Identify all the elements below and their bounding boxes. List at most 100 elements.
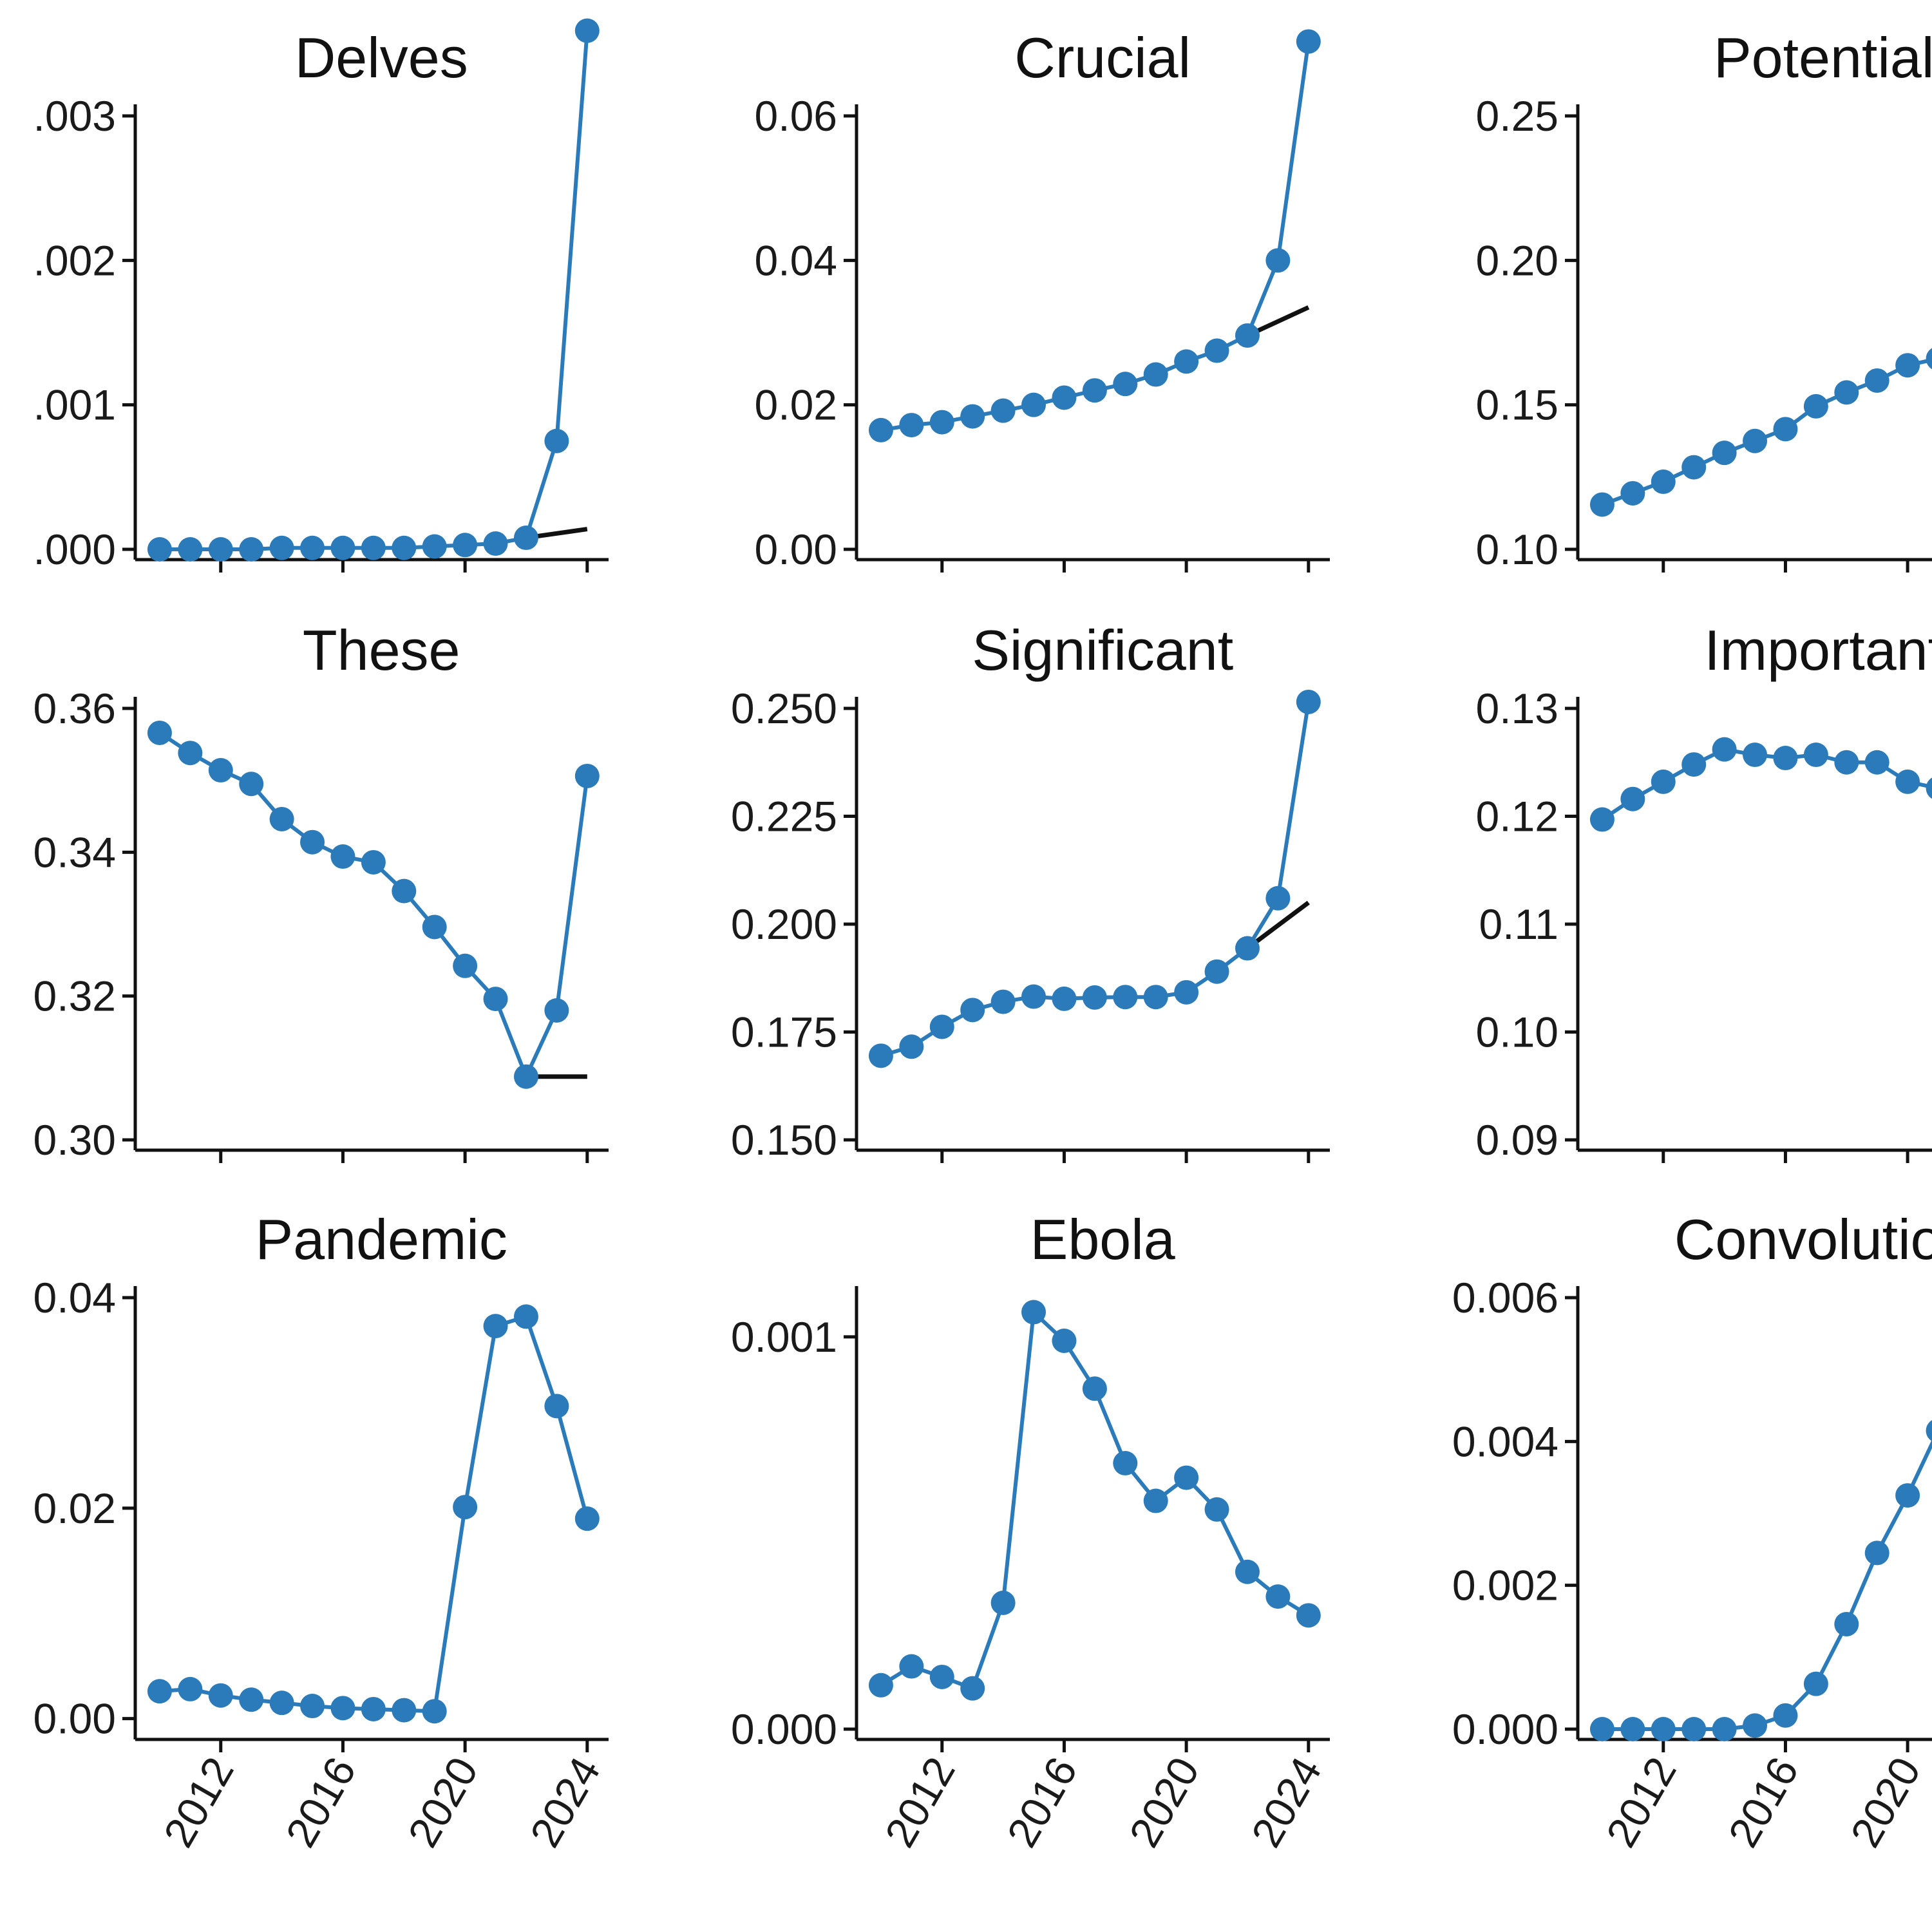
- data-point: [1651, 1717, 1676, 1741]
- data-point: [178, 537, 203, 562]
- y-tick-label: 0.30: [33, 1116, 116, 1164]
- subplot-title: Crucial: [1014, 26, 1191, 90]
- y-tick-label: 0.02: [33, 1484, 116, 1532]
- data-point: [1681, 455, 1707, 480]
- data-point: [239, 1687, 264, 1712]
- data-point: [1681, 1717, 1707, 1741]
- data-point: [990, 989, 1016, 1014]
- y-tick-label: 0.002: [1452, 1562, 1558, 1609]
- y-tick-label: 0.09: [1476, 1116, 1558, 1164]
- data-point: [1864, 368, 1889, 393]
- data-point: [1743, 428, 1768, 453]
- x-tick-label: 2016: [276, 1749, 365, 1855]
- data-point: [422, 1699, 447, 1724]
- data-point: [574, 763, 600, 788]
- data-point: [513, 1064, 538, 1089]
- data-point: [929, 410, 954, 435]
- data-point: [453, 953, 478, 978]
- data-point: [960, 404, 985, 429]
- data-point: [178, 741, 203, 766]
- data-point: [392, 878, 417, 904]
- trend-line: [1245, 900, 1310, 951]
- data-point: [1204, 1497, 1229, 1522]
- data-point: [1143, 362, 1168, 387]
- data-point: [330, 535, 355, 560]
- data-point: [1681, 752, 1707, 777]
- data-point: [1864, 750, 1889, 775]
- y-tick-label: 0.04: [33, 1274, 116, 1321]
- data-point: [1143, 985, 1168, 1010]
- y-tick-label: 0.20: [1476, 236, 1558, 284]
- data-point: [1895, 1483, 1920, 1508]
- subplot-important: Important 0.09 0.10 0.11 0.12 0.13: [1476, 618, 1932, 1164]
- data-point: [1864, 1540, 1889, 1566]
- data-point: [1174, 980, 1199, 1005]
- data-point: [868, 1043, 893, 1068]
- y-tick-label: 0.00: [33, 1695, 116, 1743]
- subplot-title: Significant: [972, 618, 1233, 682]
- data-point: [1773, 1703, 1798, 1728]
- y-tick-label: 0.225: [731, 793, 837, 840]
- data-point: [1743, 1713, 1768, 1738]
- subplot-title: Ebola: [1030, 1208, 1175, 1271]
- data-point: [1113, 985, 1138, 1010]
- data-point: [1589, 807, 1615, 832]
- data-point: [1895, 769, 1920, 794]
- data-point: [1712, 1717, 1737, 1741]
- y-tick-label: 0.175: [731, 1009, 837, 1056]
- data-point: [574, 18, 600, 43]
- data-point: [1082, 985, 1107, 1010]
- subplot-title: Important: [1704, 618, 1932, 682]
- y-tick-label: 0.10: [1476, 526, 1558, 573]
- data-point: [513, 526, 538, 551]
- y-tick-label: 0.25: [1476, 92, 1558, 140]
- data-point: [1021, 1300, 1046, 1325]
- data-point: [1926, 777, 1932, 799]
- data-point: [1834, 750, 1859, 775]
- x-tick-label: 2012: [154, 1749, 242, 1855]
- data-point: [1265, 886, 1291, 911]
- y-tick-label: 0.000: [1452, 1705, 1558, 1753]
- series-line: [157, 730, 589, 1079]
- x-tick-label: 2016: [998, 1749, 1086, 1855]
- data-point: [1834, 1611, 1859, 1636]
- data-point: [1589, 1717, 1615, 1741]
- subplot-title: Potential: [1714, 26, 1932, 90]
- data-point: [960, 1676, 985, 1701]
- data-point: [1651, 769, 1676, 794]
- data-point: [483, 531, 508, 556]
- y-tick-label: 0.004: [1452, 1417, 1558, 1465]
- subplot-these: These 0.30 0.32 0.34 0.36: [33, 618, 609, 1164]
- data-point: [300, 829, 325, 855]
- data-point: [1235, 1559, 1260, 1584]
- data-point: [544, 998, 569, 1023]
- data-point: [574, 1506, 600, 1531]
- data-point: [1235, 323, 1260, 348]
- data-point: [147, 1679, 172, 1704]
- data-point: [330, 844, 355, 869]
- y-tick-label: 0.200: [731, 900, 837, 948]
- data-point: [899, 1034, 924, 1059]
- series-line: [878, 39, 1311, 432]
- y-tick-label: 0.13: [1476, 685, 1558, 732]
- data-point: [269, 535, 294, 560]
- data-point: [1021, 984, 1046, 1009]
- subplot-ebola: Ebola 0.000 0.001 2012 2016 2020 2024: [731, 1208, 1331, 1855]
- data-point: [1265, 1584, 1291, 1609]
- x-tick-label: 2020: [1120, 1749, 1209, 1855]
- x-tick-label: 2012: [875, 1749, 964, 1855]
- data-point: [929, 1664, 954, 1689]
- series-line: [1600, 1439, 1932, 1731]
- data-point: [1052, 385, 1077, 410]
- y-tick-label: 0.06: [755, 92, 837, 140]
- data-point: [929, 1014, 954, 1039]
- data-point: [1265, 248, 1291, 273]
- data-point: [147, 720, 172, 745]
- data-point: [453, 533, 478, 558]
- data-point: [1803, 743, 1828, 768]
- data-point: [1895, 353, 1920, 378]
- data-point: [1174, 1465, 1199, 1490]
- subplot-title: These: [303, 618, 460, 682]
- data-point: [544, 1394, 569, 1419]
- data-point: [1143, 1488, 1168, 1513]
